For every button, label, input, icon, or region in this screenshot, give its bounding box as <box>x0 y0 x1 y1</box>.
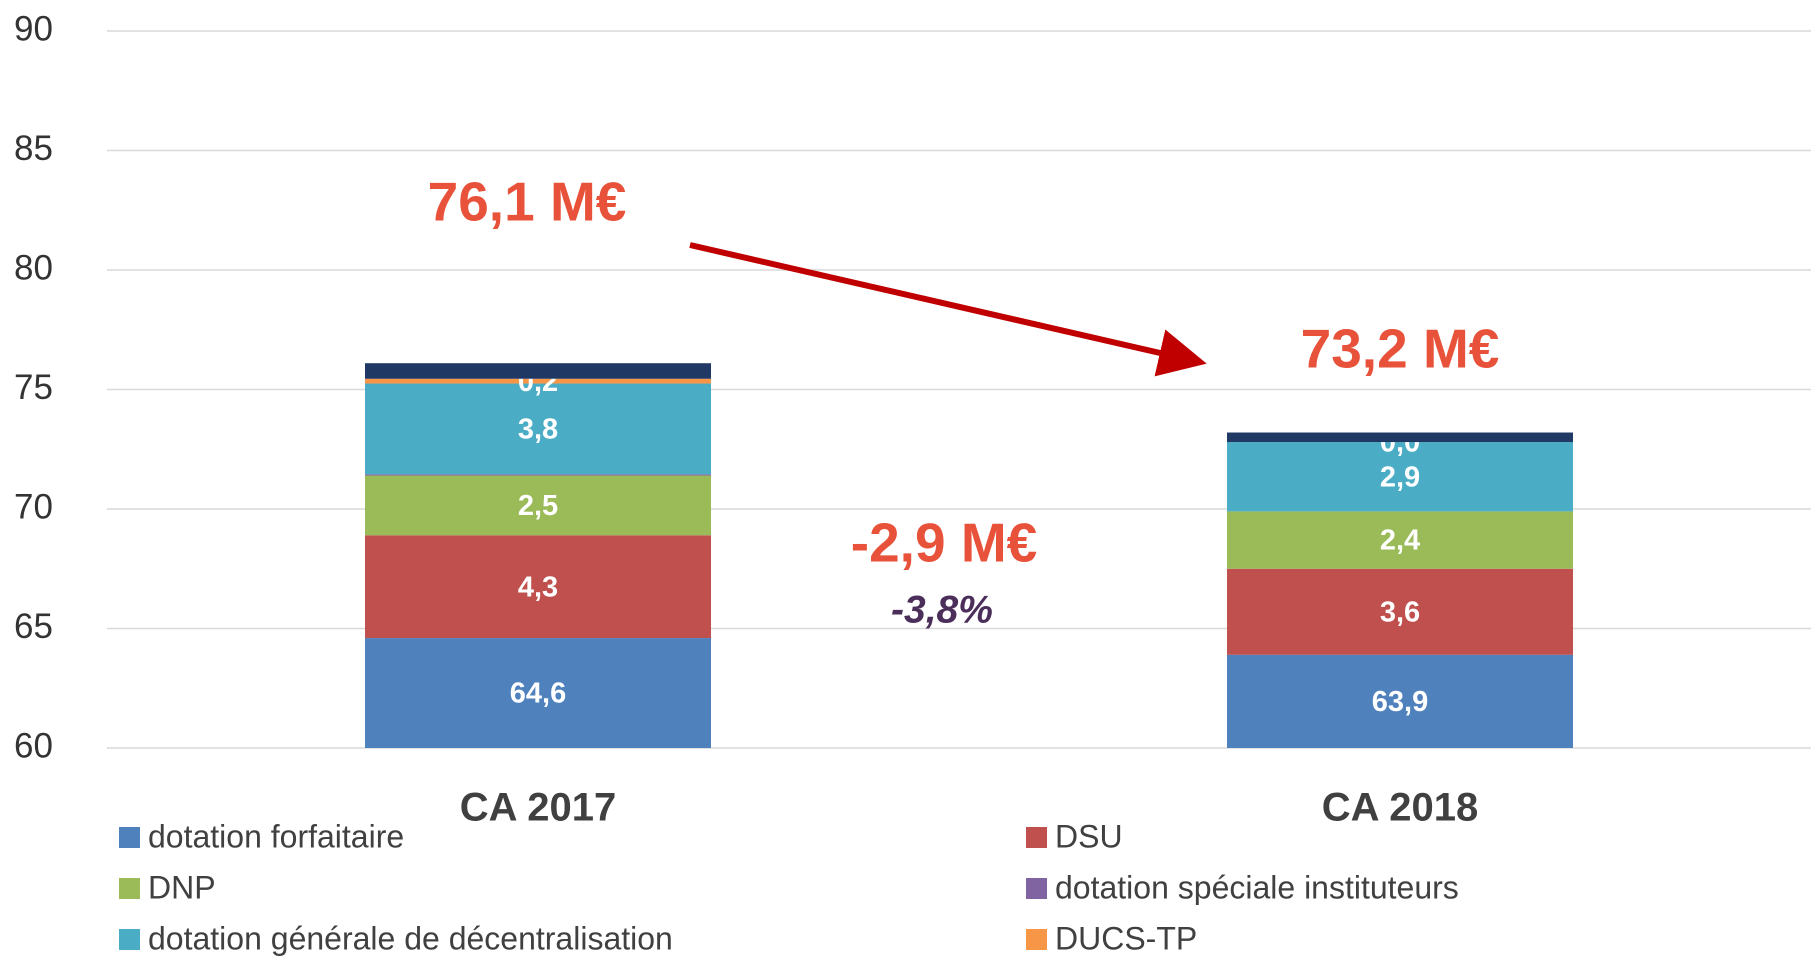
legend-label: dotation forfaitaire <box>148 818 404 854</box>
bar-segment <box>365 383 711 475</box>
legend-swatch <box>119 878 140 899</box>
legend-swatch <box>119 827 140 848</box>
legend-label: DUCS-TP <box>1055 920 1197 956</box>
bar-segment <box>365 363 711 379</box>
legend-swatch <box>1026 929 1047 950</box>
bar-segment <box>1227 654 1573 748</box>
legend-swatch <box>119 929 140 950</box>
legend-label: DSU <box>1055 818 1123 854</box>
bar-segment <box>1227 442 1573 512</box>
y-tick-label: 75 <box>14 368 53 407</box>
legend-swatch <box>1026 878 1047 899</box>
data-label: 0,0 <box>1380 427 1420 459</box>
data-label: 63,9 <box>1372 686 1428 718</box>
y-tick-label: 80 <box>14 248 53 287</box>
bar-segment <box>1227 511 1573 569</box>
annotation: -2,9 M€ <box>851 512 1037 574</box>
legend-label: dotation générale de décentralisation <box>148 920 673 956</box>
data-label: 2,4 <box>1380 525 1420 557</box>
y-tick-label: 90 <box>14 9 53 48</box>
arrow <box>689 242 1207 377</box>
data-label: 2,5 <box>518 490 558 522</box>
x-tick-label: CA 2018 <box>1322 786 1478 830</box>
legend-swatch <box>1026 827 1047 848</box>
bar-segment <box>1227 432 1573 443</box>
data-label: 2,9 <box>1380 461 1420 493</box>
bar-segment <box>1227 568 1573 655</box>
annotation: 73,2 M€ <box>1301 318 1500 380</box>
bar-segment <box>365 535 711 639</box>
legend-label: dotation spéciale instituteurs <box>1055 869 1459 905</box>
y-tick-label: 60 <box>14 726 53 765</box>
y-tick-label: 65 <box>14 607 53 646</box>
data-label: 3,6 <box>1380 596 1420 628</box>
bar-segment <box>365 378 711 384</box>
data-label: 4,3 <box>518 571 558 603</box>
y-tick-label: 85 <box>14 129 53 168</box>
data-label: 64,6 <box>510 678 566 710</box>
y-tick-label: 70 <box>14 487 53 526</box>
annotation: -3,8% <box>891 588 993 631</box>
bar-segment <box>365 474 711 476</box>
annotation: 76,1 M€ <box>428 171 627 233</box>
data-label: 3,8 <box>518 414 558 446</box>
bar-segment <box>365 475 711 536</box>
x-tick-label: CA 2017 <box>460 786 616 830</box>
legend-label: DNP <box>148 869 216 905</box>
bar-segment <box>365 638 711 748</box>
